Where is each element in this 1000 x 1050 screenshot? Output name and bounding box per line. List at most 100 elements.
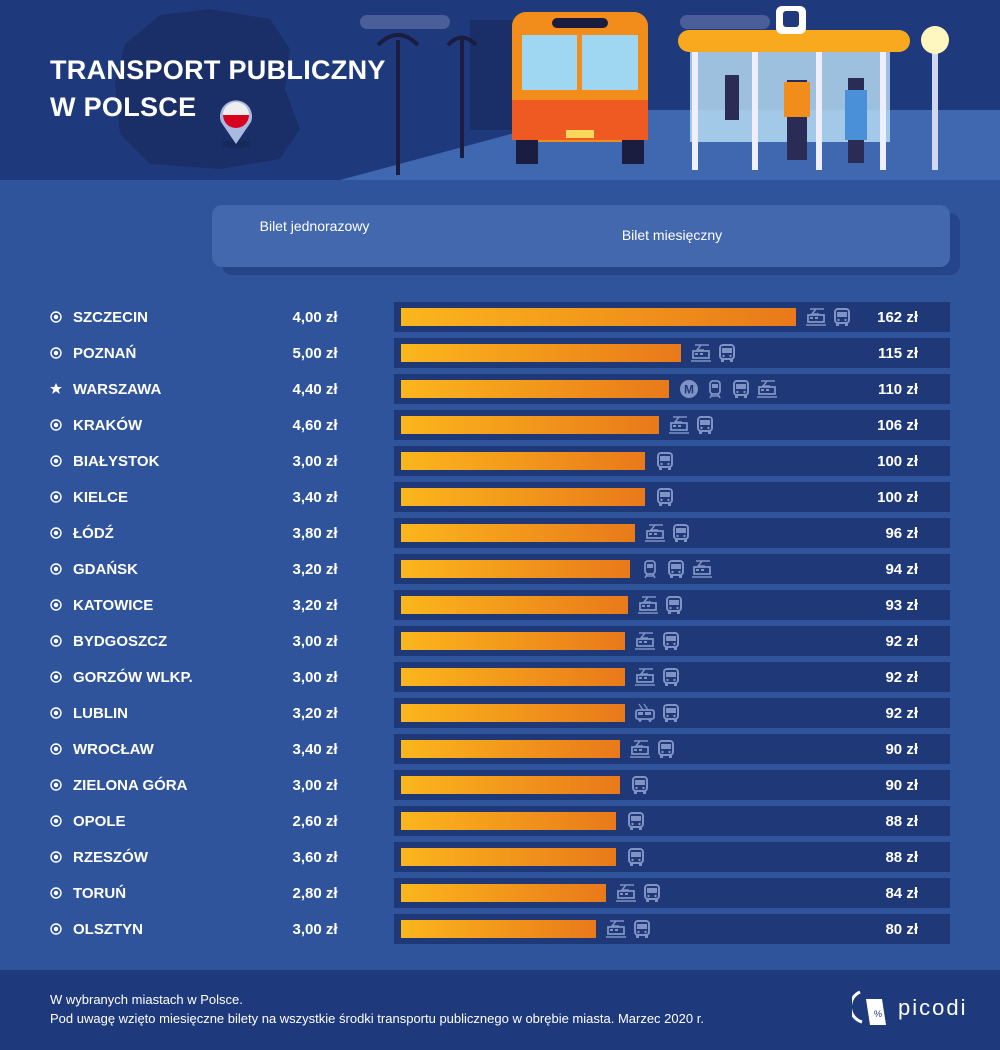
table-row: GDAŃSK 3,20 zł 94 zł bbox=[0, 554, 1000, 584]
monthly-bar-track: 84 zł bbox=[394, 878, 950, 908]
bus-icon bbox=[661, 667, 681, 687]
monthly-bar-track: 88 zł bbox=[394, 806, 950, 836]
monthly-bar bbox=[401, 560, 631, 578]
table-row: POZNAŃ 5,00 zł 115 zł bbox=[0, 338, 1000, 368]
tram-icon bbox=[691, 343, 711, 363]
monthly-bar-track: 106 zł bbox=[394, 410, 950, 440]
single-ticket-price: 3,00 zł bbox=[292, 453, 338, 470]
city-marker-icon bbox=[50, 815, 62, 827]
table-row: TORUŃ 2,80 zł 84 zł bbox=[0, 878, 1000, 908]
monthly-ticket-price: 92 zł bbox=[885, 705, 918, 722]
star-icon bbox=[50, 383, 62, 394]
transport-modes bbox=[626, 847, 646, 867]
logo-text: picodi bbox=[898, 995, 968, 1020]
city-name: KRAKÓW bbox=[73, 417, 143, 434]
monthly-ticket-price: 94 zł bbox=[885, 561, 918, 578]
single-ticket-price: 3,40 zł bbox=[292, 489, 338, 506]
monthly-ticket-price: 88 zł bbox=[885, 849, 918, 866]
tram-icon bbox=[638, 595, 658, 615]
header-monthly-ticket: Bilet miesięczny bbox=[621, 227, 723, 243]
monthly-bar bbox=[401, 920, 597, 938]
single-ticket-price: 3,20 zł bbox=[292, 705, 338, 722]
single-ticket-price: 4,40 zł bbox=[292, 381, 338, 398]
monthly-bar bbox=[401, 596, 628, 614]
monthly-ticket-price: 100 zł bbox=[877, 453, 918, 470]
city-name: RZESZÓW bbox=[73, 849, 148, 866]
city-marker-icon bbox=[50, 635, 62, 647]
title-line-1: TRANSPORT PUBLICZNY bbox=[50, 55, 386, 85]
city-marker-icon bbox=[50, 527, 62, 539]
transport-modes bbox=[655, 451, 675, 471]
monthly-ticket-price: 106 zł bbox=[877, 417, 918, 434]
monthly-bar bbox=[401, 848, 616, 866]
city-name: WARSZAWA bbox=[73, 381, 162, 398]
single-ticket-price: 4,00 zł bbox=[292, 309, 338, 326]
bus-icon bbox=[695, 415, 715, 435]
transport-modes bbox=[806, 307, 852, 327]
monthly-bar bbox=[401, 488, 645, 506]
poland-flag-pin-icon bbox=[220, 100, 252, 148]
city-marker-icon bbox=[50, 347, 62, 359]
city-marker-icon bbox=[50, 887, 62, 899]
monthly-bar-track: 80 zł bbox=[394, 914, 950, 944]
monthly-bar bbox=[401, 344, 682, 362]
city-marker-icon bbox=[50, 563, 62, 575]
transport-modes bbox=[638, 595, 684, 615]
bus-icon bbox=[832, 307, 852, 327]
bus-icon bbox=[626, 847, 646, 867]
city-marker-icon bbox=[50, 743, 62, 755]
single-ticket-price: 3,60 zł bbox=[292, 849, 338, 866]
monthly-bar bbox=[401, 668, 626, 686]
city-name: KATOWICE bbox=[73, 597, 154, 614]
monthly-ticket-price: 92 zł bbox=[885, 669, 918, 686]
table-row: KIELCE 3,40 zł 100 zł bbox=[0, 482, 1000, 512]
table-row: OPOLE 2,60 zł 88 zł bbox=[0, 806, 1000, 836]
monthly-bar-track: 92 zł bbox=[394, 626, 950, 656]
bus-icon bbox=[671, 523, 691, 543]
monthly-ticket-price: 162 zł bbox=[877, 309, 918, 326]
trolleybus-icon bbox=[635, 703, 655, 723]
table-row: WROCŁAW 3,40 zł 90 zł bbox=[0, 734, 1000, 764]
single-ticket-price: 3,00 zł bbox=[292, 921, 338, 938]
table-row: ZIELONA GÓRA 3,00 zł 90 zł bbox=[0, 770, 1000, 800]
header-single-ticket: Bilet jednorazowy bbox=[259, 218, 370, 234]
city-name: SZCZECIN bbox=[73, 309, 148, 326]
transport-modes bbox=[635, 703, 681, 723]
table-header: Bilet jednorazowy Bilet miesięczny bbox=[212, 205, 950, 267]
city-name: OLSZTYN bbox=[73, 921, 143, 938]
monthly-ticket-price: 96 zł bbox=[885, 525, 918, 542]
tram-icon bbox=[635, 631, 655, 651]
city-name: GDAŃSK bbox=[73, 561, 139, 578]
city-name: LUBLIN bbox=[73, 705, 128, 722]
city-name: GORZÓW WLKP. bbox=[73, 669, 193, 686]
transport-modes bbox=[616, 883, 662, 903]
city-marker-icon bbox=[50, 923, 62, 935]
city-name: ŁÓDŹ bbox=[73, 525, 114, 542]
transport-modes bbox=[669, 415, 715, 435]
footer: W wybranych miastach w Polsce. Pod uwagę… bbox=[0, 970, 1000, 1050]
monthly-ticket-price: 90 zł bbox=[885, 741, 918, 758]
city-marker-icon bbox=[50, 707, 62, 719]
tram-icon bbox=[692, 559, 712, 579]
city-marker-icon bbox=[50, 851, 62, 863]
table-row: ŁÓDŹ 3,80 zł 96 zł bbox=[0, 518, 1000, 548]
bus-icon bbox=[731, 379, 751, 399]
monthly-bar bbox=[401, 380, 670, 398]
city-marker-icon bbox=[50, 455, 62, 467]
tram-icon bbox=[606, 919, 626, 939]
transport-modes bbox=[679, 379, 777, 399]
transport-modes bbox=[635, 667, 681, 687]
monthly-bar-track: 96 zł bbox=[394, 518, 950, 548]
bus-icon bbox=[655, 451, 675, 471]
city-name: ZIELONA GÓRA bbox=[73, 777, 188, 794]
monthly-bar bbox=[401, 308, 796, 326]
single-ticket-price: 3,00 zł bbox=[292, 777, 338, 794]
table-row: SZCZECIN 4,00 zł 162 zł bbox=[0, 302, 1000, 332]
monthly-ticket-price: 90 zł bbox=[885, 777, 918, 794]
single-ticket-price: 3,40 zł bbox=[292, 741, 338, 758]
monthly-ticket-price: 80 zł bbox=[885, 921, 918, 938]
monthly-bar-track: 90 zł bbox=[394, 734, 950, 764]
tram-icon bbox=[616, 883, 636, 903]
tram-icon bbox=[645, 523, 665, 543]
monthly-bar bbox=[401, 452, 645, 470]
